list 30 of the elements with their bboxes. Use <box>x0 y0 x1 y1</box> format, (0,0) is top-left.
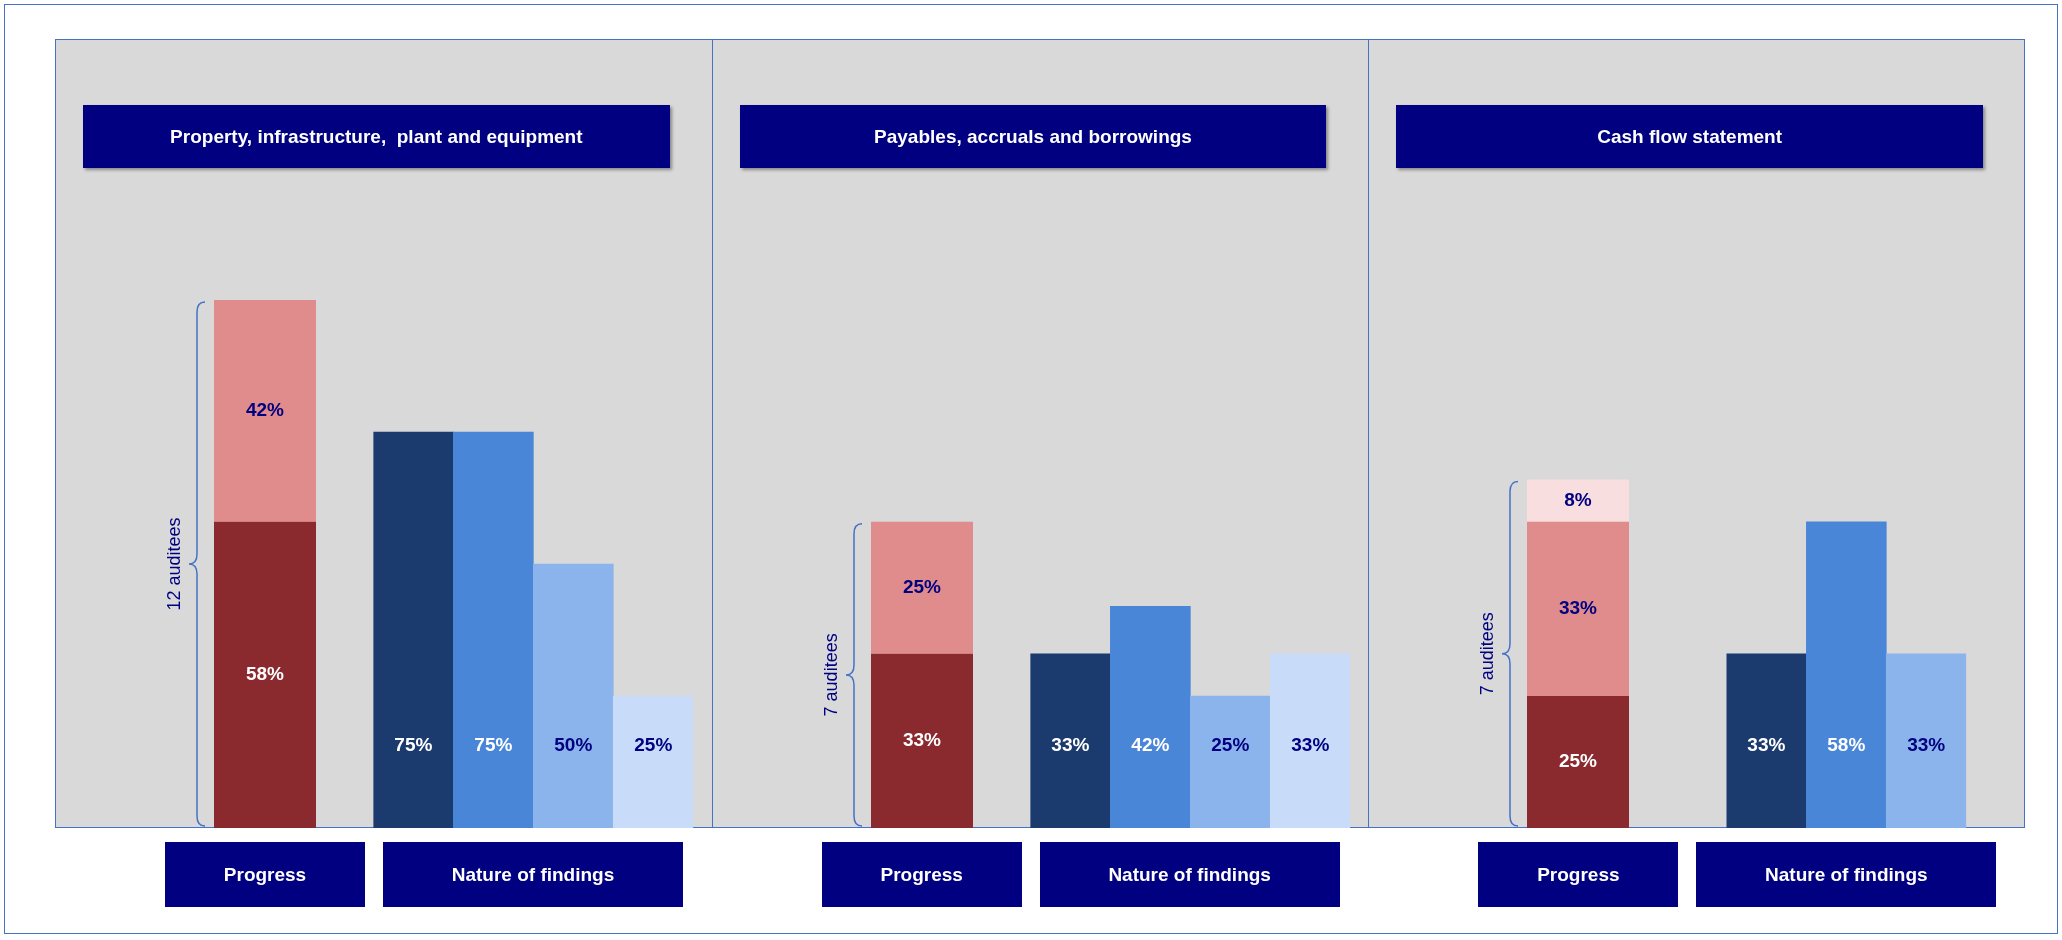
data-label: 25% <box>1559 750 1598 772</box>
text: Payables, accruals and borrowings <box>739 105 1327 168</box>
text: Property, infrastructure, plant and equipment <box>83 105 670 168</box>
x-axis-title: Nature of findings <box>1696 842 1997 907</box>
text: 12 auditees <box>163 517 184 611</box>
data-label: 42% <box>245 399 285 421</box>
text: Cash flow statement <box>1396 105 1983 168</box>
data-label: 33% <box>1050 734 1090 756</box>
x-axis-title: Nature of findings <box>383 842 683 907</box>
data-label: 25% <box>902 575 941 597</box>
data-label: 33% <box>1559 597 1598 619</box>
data-label: 58% <box>245 663 285 685</box>
data-label: 25% <box>634 734 673 756</box>
x-axis-title: Nature of findings <box>1039 842 1340 907</box>
data-label: 33% <box>1290 734 1330 756</box>
data-label: 75% <box>474 734 513 756</box>
data-label: 33% <box>1747 734 1786 756</box>
text: 7 auditees <box>1477 612 1498 696</box>
x-tick-label: Progress <box>1478 842 1679 907</box>
data-label: 25% <box>1210 734 1250 756</box>
x-tick-label: Progress <box>821 842 1022 907</box>
data-label: 33% <box>902 729 941 751</box>
text: 7 auditees <box>820 633 841 717</box>
data-label: 75% <box>394 734 433 756</box>
data-label: 8% <box>1564 488 1593 510</box>
data-label: 58% <box>1827 734 1866 756</box>
data-label: 50% <box>554 734 593 756</box>
data-label: 33% <box>1907 734 1946 756</box>
data-label: 42% <box>1130 734 1170 756</box>
x-tick-label: Progress <box>165 842 365 907</box>
